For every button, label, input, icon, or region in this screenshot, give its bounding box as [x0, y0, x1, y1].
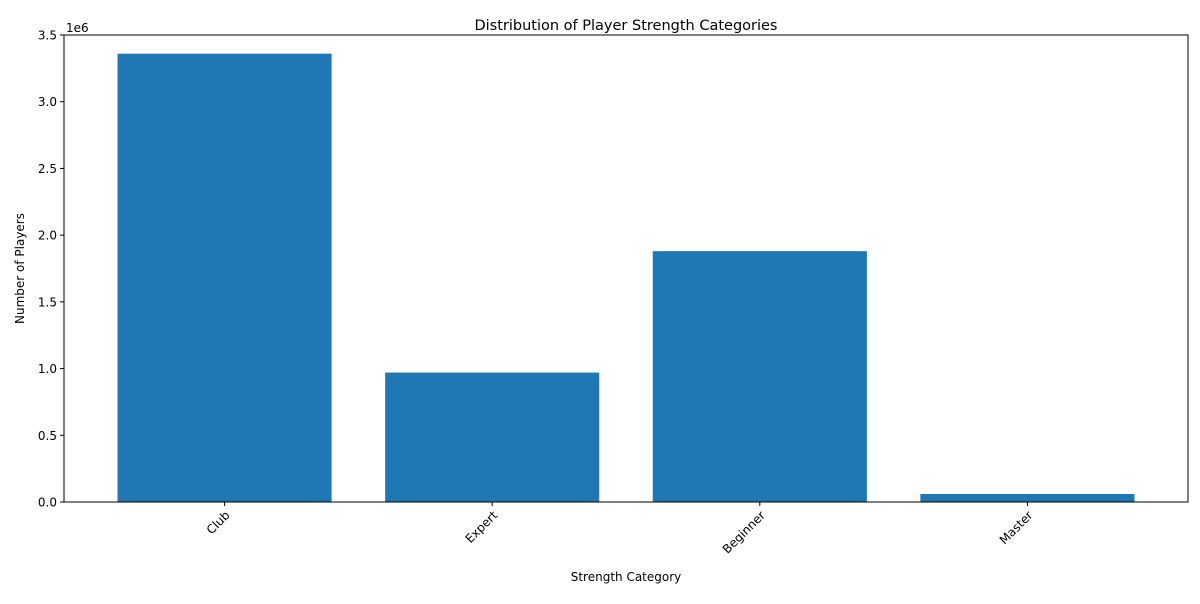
x-tick-label-expert: Expert [463, 508, 501, 546]
x-axis-label: Strength Category [571, 570, 682, 584]
y-tick-label: 1.5 [38, 295, 57, 309]
y-axis-label: Number of Players [13, 213, 27, 324]
x-axis: Club Expert Beginner Master [204, 502, 1036, 556]
chart-title: Distribution of Player Strength Categori… [474, 18, 777, 34]
plot-frame [63, 34, 1189, 503]
y-tick-label: 3.0 [38, 95, 57, 109]
bar-master [920, 493, 1135, 502]
x-tick-label-beginner: Beginner [720, 508, 768, 556]
y-tick-label: 1.0 [38, 362, 57, 376]
x-tick-label-club: Club [204, 508, 233, 537]
y-tick-label: 2.0 [38, 229, 57, 243]
bar-beginner [652, 251, 867, 502]
y-tick-label: 2.5 [38, 162, 57, 176]
y-axis: 0.0 0.5 1.0 1.5 2.0 2.5 3.0 3.5 [38, 29, 64, 510]
x-tick-label-master: Master [997, 508, 1036, 547]
y-tick-label: 0.0 [38, 496, 57, 510]
bars-group [117, 53, 1135, 503]
y-tick-label: 0.5 [38, 429, 57, 443]
y-offset-label: 1e6 [66, 21, 89, 35]
y-tick-label: 3.5 [38, 29, 57, 43]
bar-club [117, 53, 332, 503]
bar-expert [385, 372, 600, 502]
